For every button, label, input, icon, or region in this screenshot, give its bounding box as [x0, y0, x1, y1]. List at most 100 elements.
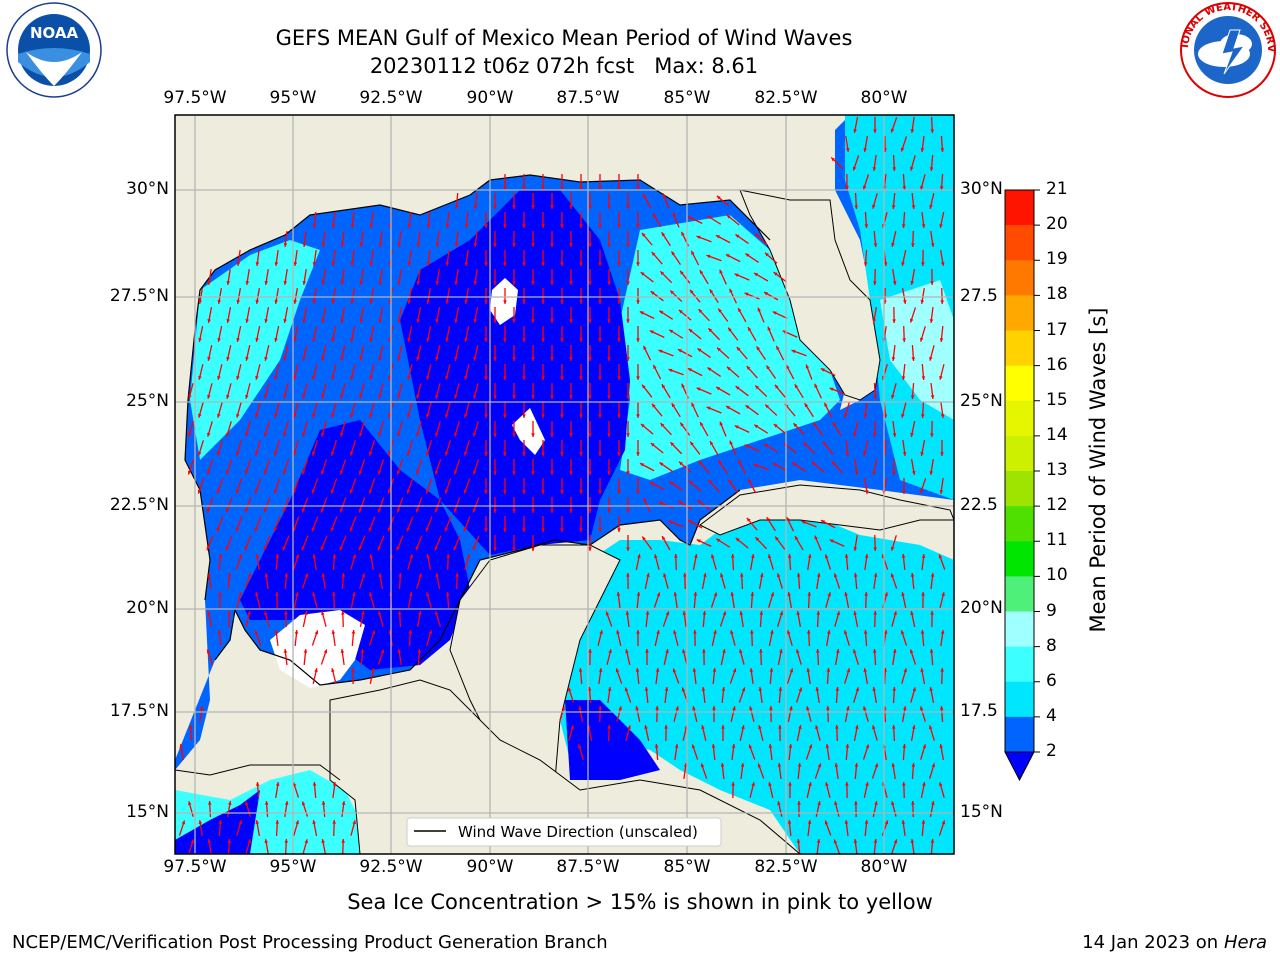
- wave-direction-arrow: [426, 554, 432, 570]
- lon-tick-label: 90°W: [466, 88, 514, 108]
- wave-direction-arrow: [569, 345, 573, 361]
- wave-direction-arrow: [598, 212, 602, 228]
- shade-eastern-gulf: [620, 215, 840, 480]
- florida-land: [739, 189, 881, 401]
- wave-direction-arrow: [919, 706, 926, 722]
- wave-direction-arrow: [863, 668, 869, 684]
- wave-direction-arrow: [341, 572, 346, 590]
- wave-direction-arrow: [920, 401, 925, 419]
- lon-tick-label: 90°W: [466, 857, 514, 877]
- wave-direction-arrow: [464, 402, 470, 418]
- wave-direction-arrow: [872, 420, 877, 438]
- wave-direction-arrow: [331, 364, 337, 380]
- wave-direction-arrow: [454, 307, 460, 323]
- wave-direction-arrow: [472, 459, 480, 475]
- wave-direction-arrow: [642, 193, 652, 209]
- colorbar-tick-label: 8: [1046, 635, 1057, 656]
- wave-direction-arrow: [616, 706, 622, 722]
- wave-direction-arrow: [236, 249, 241, 267]
- lat-tick-label: 22.5°N: [109, 495, 169, 515]
- wave-direction-arrow: [245, 307, 251, 323]
- wave-direction-arrow: [397, 421, 403, 437]
- wave-direction-arrow: [844, 553, 849, 571]
- wave-direction-arrow: [397, 648, 402, 666]
- wave-direction-arrow: [560, 326, 564, 342]
- colorbar-segment: [1005, 260, 1034, 296]
- wave-direction-arrow: [512, 535, 516, 551]
- wave-direction-arrow: [560, 250, 564, 266]
- colorbar-segment: [1005, 716, 1034, 753]
- wave-direction-arrow: [236, 326, 242, 342]
- wave-direction-arrow: [321, 839, 327, 854]
- wave-direction-arrow: [236, 402, 242, 418]
- wave-direction-arrow: [435, 268, 440, 286]
- wave-direction-arrow: [207, 421, 213, 437]
- wave-direction-arrow: [701, 725, 707, 741]
- wave-direction-arrow: [710, 592, 718, 608]
- wave-direction-arrow: [396, 497, 404, 513]
- wave-direction-arrow: [227, 611, 231, 627]
- wave-direction-arrow: [493, 459, 497, 475]
- wave-direction-arrow: [688, 328, 702, 340]
- wave-direction-arrow: [930, 382, 935, 400]
- wave-direction-arrow: [292, 440, 300, 456]
- wave-direction-arrow: [493, 535, 497, 551]
- colorbar-tick-label: 9: [1046, 600, 1057, 621]
- wave-direction-arrow: [910, 269, 916, 285]
- wave-direction-arrow: [435, 383, 441, 399]
- wave-direction-arrow: [579, 440, 583, 456]
- wave-direction-arrow: [626, 535, 630, 551]
- wave-direction-arrow: [321, 383, 327, 399]
- wave-direction-arrow: [245, 383, 251, 399]
- wave-direction-arrow: [454, 268, 459, 286]
- wave-direction-arrow: [711, 743, 716, 761]
- wave-direction-arrow: [550, 421, 554, 437]
- wave-direction-arrow: [687, 519, 703, 529]
- wave-direction-arrow: [636, 478, 640, 494]
- wave-direction-arrow: [607, 345, 611, 361]
- wave-direction-arrow: [921, 591, 925, 609]
- wave-direction-arrow: [862, 174, 870, 190]
- wave-direction-arrow: [636, 364, 640, 380]
- wave-direction-arrow: [726, 366, 740, 378]
- wave-direction-arrow: [835, 686, 840, 704]
- wave-direction-arrow: [692, 706, 698, 722]
- wave-direction-arrow: [473, 192, 478, 210]
- wave-direction-arrow: [568, 725, 574, 741]
- lon-tick-label: 92.5°W: [359, 88, 423, 108]
- wave-direction-arrow: [282, 497, 290, 513]
- wave-direction-arrow: [454, 383, 460, 399]
- wave-direction-arrow: [689, 289, 701, 303]
- wave-direction-arrow: [750, 591, 755, 609]
- wave-direction-arrow: [415, 497, 423, 513]
- wave-direction-arrow: [824, 554, 832, 570]
- wave-direction-arrow: [738, 687, 746, 703]
- wave-direction-arrow: [892, 686, 897, 704]
- wave-direction-arrow: [617, 440, 621, 456]
- wave-direction-arrow: [720, 573, 726, 589]
- wave-direction-arrow: [691, 402, 699, 418]
- wave-direction-arrow: [207, 611, 213, 627]
- wave-direction-arrow: [911, 192, 916, 210]
- wave-direction-arrow: [216, 478, 224, 494]
- wave-direction-arrow: [661, 231, 671, 247]
- chart-title: GEFS MEAN Gulf of Mexico Mean Period of …: [275, 26, 853, 50]
- wave-direction-arrow: [340, 383, 346, 399]
- lon-tick-label: 85°W: [663, 88, 711, 108]
- wave-direction-arrow: [891, 801, 897, 817]
- wave-direction-arrow: [730, 553, 735, 571]
- wave-direction-arrow: [891, 762, 896, 780]
- wave-direction-arrow: [749, 667, 754, 685]
- wave-direction-arrow: [292, 554, 300, 570]
- shade-gulf-of-honduras: [565, 700, 660, 780]
- wave-direction-arrow: [522, 326, 526, 342]
- wave-direction-arrow: [625, 725, 631, 741]
- wave-direction-arrow: [811, 461, 825, 473]
- wave-direction-arrow: [369, 211, 374, 229]
- wave-direction-arrow: [350, 326, 356, 342]
- wave-direction-arrow: [794, 383, 804, 399]
- wave-direction-arrow: [717, 308, 729, 322]
- wave-direction-arrow: [493, 421, 497, 437]
- wave-direction-arrow: [636, 288, 640, 304]
